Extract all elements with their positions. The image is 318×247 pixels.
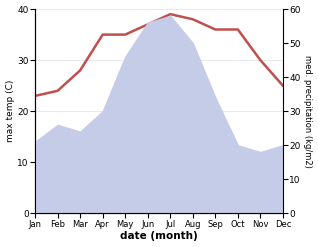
Y-axis label: med. precipitation (kg/m2): med. precipitation (kg/m2) — [303, 55, 313, 168]
X-axis label: date (month): date (month) — [120, 231, 198, 242]
Y-axis label: max temp (C): max temp (C) — [5, 80, 15, 143]
